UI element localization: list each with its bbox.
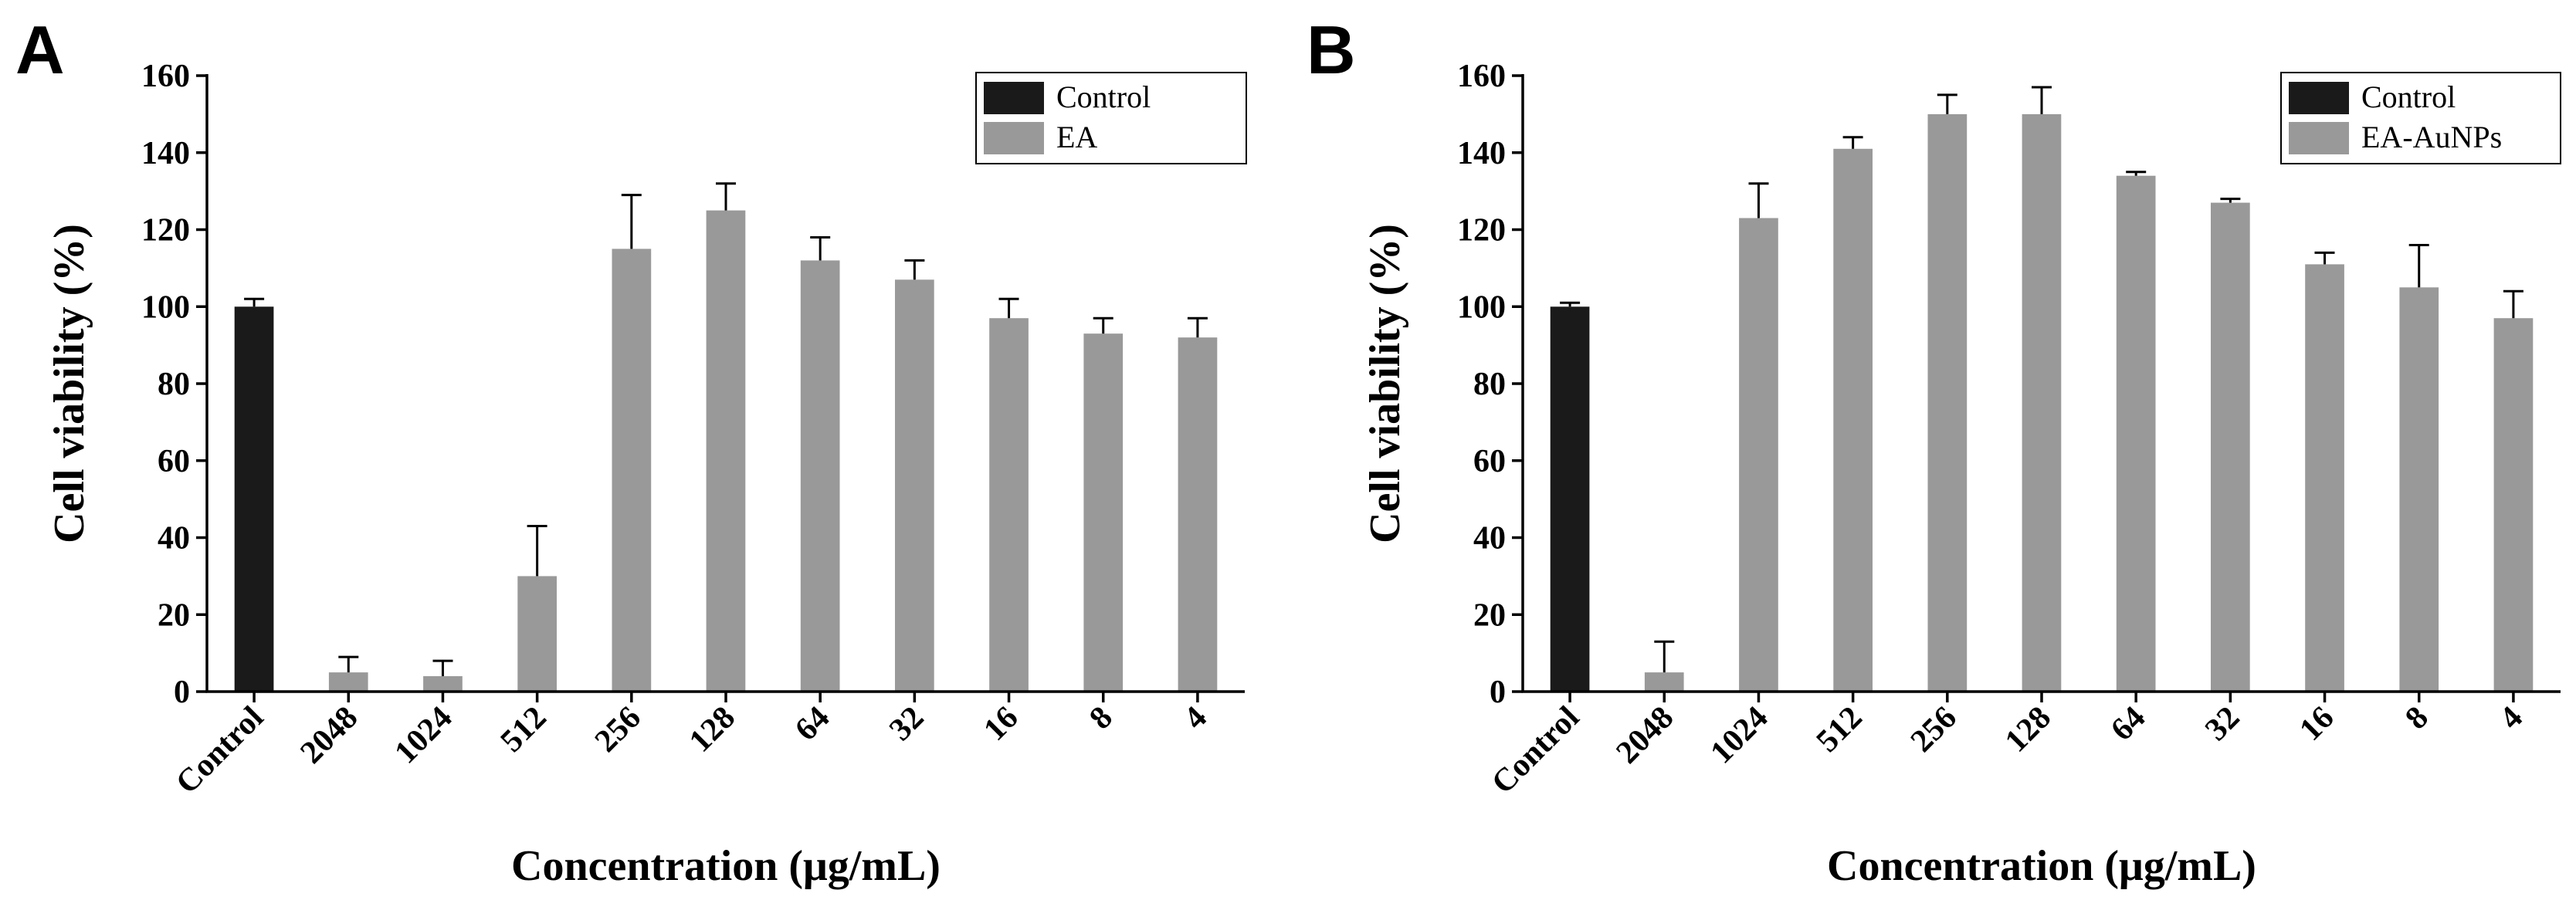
x-tick-label: Control [1485,700,1586,801]
panel-letter: A [15,12,65,88]
legend: Control EA [975,72,1247,164]
x-tick-label: Control [169,700,270,801]
y-tick-label: 60 [158,444,190,479]
y-tick-label: 0 [1490,675,1506,710]
y-tick-label: 120 [141,213,190,249]
y-tick-label: 40 [1473,521,1506,557]
bar-ea-16 [989,318,1029,692]
x-tick-label: 256 [588,700,648,760]
y-tick-label: 20 [158,597,190,633]
x-tick-label: 1024 [388,700,459,771]
y-tick-label: 40 [158,521,190,557]
x-tick-label: 4 [2493,700,2530,736]
y-axis-title: Cell viability (%) [46,224,93,543]
y-tick-label: 80 [1473,367,1506,402]
panel-b: B 0 20 40 60 80 100 120 140 160 Control 2048 1024 512… [1307,12,2561,890]
bar-ea-1024 [423,676,463,692]
bar-ea-aunps-128 [2022,113,2062,692]
y-tick-label: 80 [158,367,190,402]
x-tick-label: 256 [1904,700,1964,760]
x-axis-title: Concentration (μg/mL) [1827,842,2256,890]
x-axis-title: Concentration (μg/mL) [511,842,941,890]
x-tick-label: 512 [1810,700,1869,760]
x-tick-label: 2048 [1609,700,1680,771]
legend-swatch [984,122,1044,154]
y-tick-label: 120 [1457,213,1506,249]
bar-ea-aunps-16 [2305,264,2344,692]
bar-ea-aunps-1024 [1739,218,1778,692]
x-tick-label: 2048 [293,700,364,771]
x-tick-label: 64 [788,700,836,748]
legend-swatch [2289,122,2349,154]
x-tick-label: 1024 [1704,700,1775,771]
legend: Control EA-AuNPs [2280,72,2561,164]
bar-ea-512 [517,576,557,692]
bar-ea-aunps-4 [2493,318,2534,692]
bar-ea-aunps-2048 [1644,672,1684,692]
legend-swatch [2289,82,2349,114]
panel-letter: B [1307,12,1356,88]
bar-ea-128 [706,210,746,692]
bar-control-control [234,306,274,692]
y-tick-label: 100 [1457,289,1506,325]
bar-ea-32 [895,279,934,692]
bar-control-control [1550,306,1590,692]
bar-ea-4 [1178,337,1218,692]
y-tick-label: 140 [1457,136,1506,171]
legend-label: Control [1056,80,1151,114]
panel-a: A 0 20 40 60 80 100 120 140 160 Control 2048 1024 512… [15,12,1247,890]
y-tick-label: 160 [1457,59,1506,94]
bar-ea-aunps-8 [2399,287,2439,692]
x-tick-label: 16 [2293,700,2340,748]
y-tick-label: 20 [1473,597,1506,633]
y-tick-label: 0 [174,675,190,710]
bar-ea-64 [800,260,840,692]
x-tick-label: 16 [977,700,1025,748]
bar-ea-8 [1083,333,1124,692]
y-tick-label: 60 [1473,444,1506,479]
x-tick-label: 512 [494,700,554,760]
x-tick-label: 8 [1083,700,1119,736]
bar-ea-2048 [328,672,368,692]
legend-label: EA [1056,120,1097,154]
bar-ea-aunps-512 [1833,148,1873,692]
legend-label: Control [2361,80,2456,114]
bar-ea-aunps-64 [2116,175,2156,692]
x-tick-label: 32 [2198,700,2246,748]
x-tick-label: 64 [2104,700,2152,748]
y-tick-label: 100 [141,289,190,325]
legend-swatch [984,82,1044,114]
y-axis-title: Cell viability (%) [1361,224,1409,543]
bar-ea-aunps-32 [2211,202,2250,692]
bar-ea-aunps-256 [1927,113,1968,692]
bar-ea-256 [612,249,652,692]
x-tick-label: 8 [2398,700,2435,736]
x-tick-label: 4 [1178,700,1214,736]
x-tick-label: 32 [883,700,930,748]
legend-label: EA-AuNPs [2361,120,2502,154]
y-tick-label: 140 [141,136,190,171]
y-tick-label: 160 [141,59,190,94]
x-tick-label: 128 [1998,700,2058,760]
x-tick-label: 128 [683,700,742,760]
